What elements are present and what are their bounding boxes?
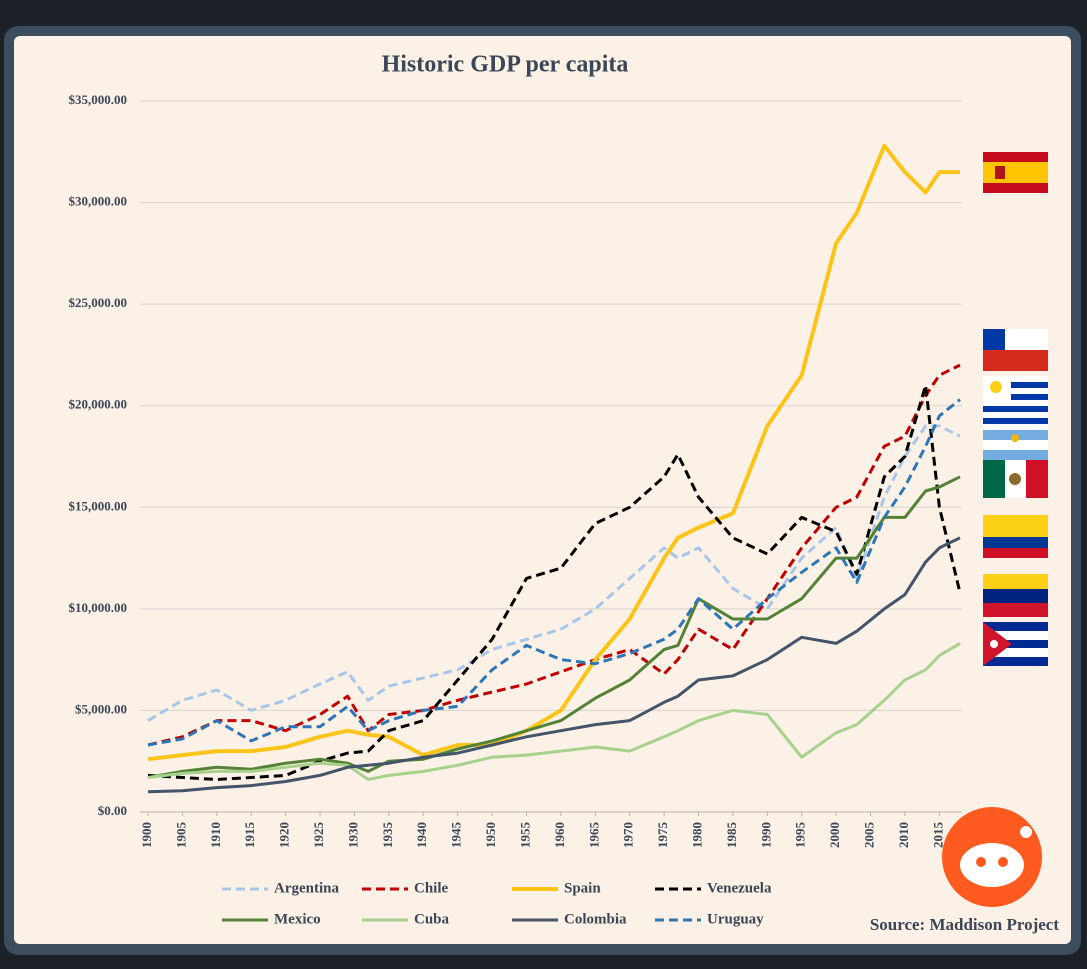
x-tick-label: 2005 <box>862 822 877 849</box>
legend-item: Venezuela <box>655 880 772 896</box>
x-tick-label: 1950 <box>483 822 498 848</box>
legend-item: Mexico <box>222 911 321 927</box>
x-tick-label: 2010 <box>896 822 911 848</box>
x-tick-label: 1955 <box>517 822 532 849</box>
y-tick-label: $0.00 <box>98 803 127 818</box>
flag-uruguay <box>983 376 1048 430</box>
y-tick-label: $5,000.00 <box>75 701 127 716</box>
legend-label: Cuba <box>414 911 450 927</box>
legend-label: Mexico <box>274 911 321 927</box>
x-tick-label: 1975 <box>655 822 670 849</box>
flag-mexico <box>983 460 1048 498</box>
legend-item: Chile <box>362 880 449 896</box>
x-tick-label: 1965 <box>586 822 601 849</box>
series-line <box>147 536 961 794</box>
x-tick-label: 1945 <box>449 822 464 849</box>
series-line <box>147 398 961 747</box>
x-tick-label: 1960 <box>552 822 567 848</box>
panel <box>14 36 1071 944</box>
y-tick-label: $15,000.00 <box>69 498 128 513</box>
y-tick-label: $10,000.00 <box>69 600 128 615</box>
flag-chile <box>983 329 1048 371</box>
y-tick-label: $35,000.00 <box>69 92 128 107</box>
flag-spain <box>983 152 1048 193</box>
x-tick-label: 1935 <box>380 822 395 849</box>
flag-colombia <box>983 515 1048 558</box>
x-tick-label: 2015 <box>930 822 945 849</box>
y-tick-label: $20,000.00 <box>69 397 128 412</box>
x-tick-label: 1900 <box>139 822 154 848</box>
x-tick-label: 1995 <box>793 822 808 849</box>
legend-label: Chile <box>414 880 449 896</box>
x-tick-label: 1915 <box>242 822 257 849</box>
legend-label: Argentina <box>274 880 339 896</box>
x-tick-label: 1920 <box>277 822 292 848</box>
flag-venezuela <box>983 574 1048 617</box>
legend-item: Uruguay <box>655 911 764 927</box>
legend-label: Colombia <box>564 911 627 927</box>
series-line <box>147 475 961 779</box>
flag-cuba <box>983 622 1048 666</box>
x-tick-label: 1985 <box>724 822 739 849</box>
x-tick-label: 1905 <box>173 822 188 849</box>
y-tick-label: $30,000.00 <box>69 194 128 209</box>
legend-item: Argentina <box>222 880 339 896</box>
x-tick-label: 1925 <box>311 822 326 849</box>
chart-title: Historic GDP per capita <box>382 52 629 78</box>
series-line <box>147 143 960 762</box>
x-tick-label: 1980 <box>689 822 704 848</box>
x-tick-label: 1930 <box>345 822 360 848</box>
legend-label: Uruguay <box>707 911 764 927</box>
series-line <box>147 642 961 781</box>
x-tick-label: 1940 <box>414 822 429 848</box>
y-tick-label: $25,000.00 <box>69 295 128 310</box>
legend-item: Colombia <box>512 911 627 927</box>
x-tick-label: 1990 <box>758 822 773 848</box>
logo <box>942 807 1042 907</box>
legend-item: Spain <box>512 880 601 896</box>
x-tick-label: 2000 <box>827 822 842 848</box>
x-tick-label: 1910 <box>208 822 223 848</box>
series-line <box>147 424 961 722</box>
x-tick-label: 1970 <box>621 822 636 848</box>
source-note: Source: Maddison Project <box>870 915 1060 934</box>
flag-argentina <box>983 430 1048 460</box>
legend-label: Spain <box>564 880 601 896</box>
legend-label: Venezuela <box>707 880 772 896</box>
legend-item: Cuba <box>362 911 450 927</box>
